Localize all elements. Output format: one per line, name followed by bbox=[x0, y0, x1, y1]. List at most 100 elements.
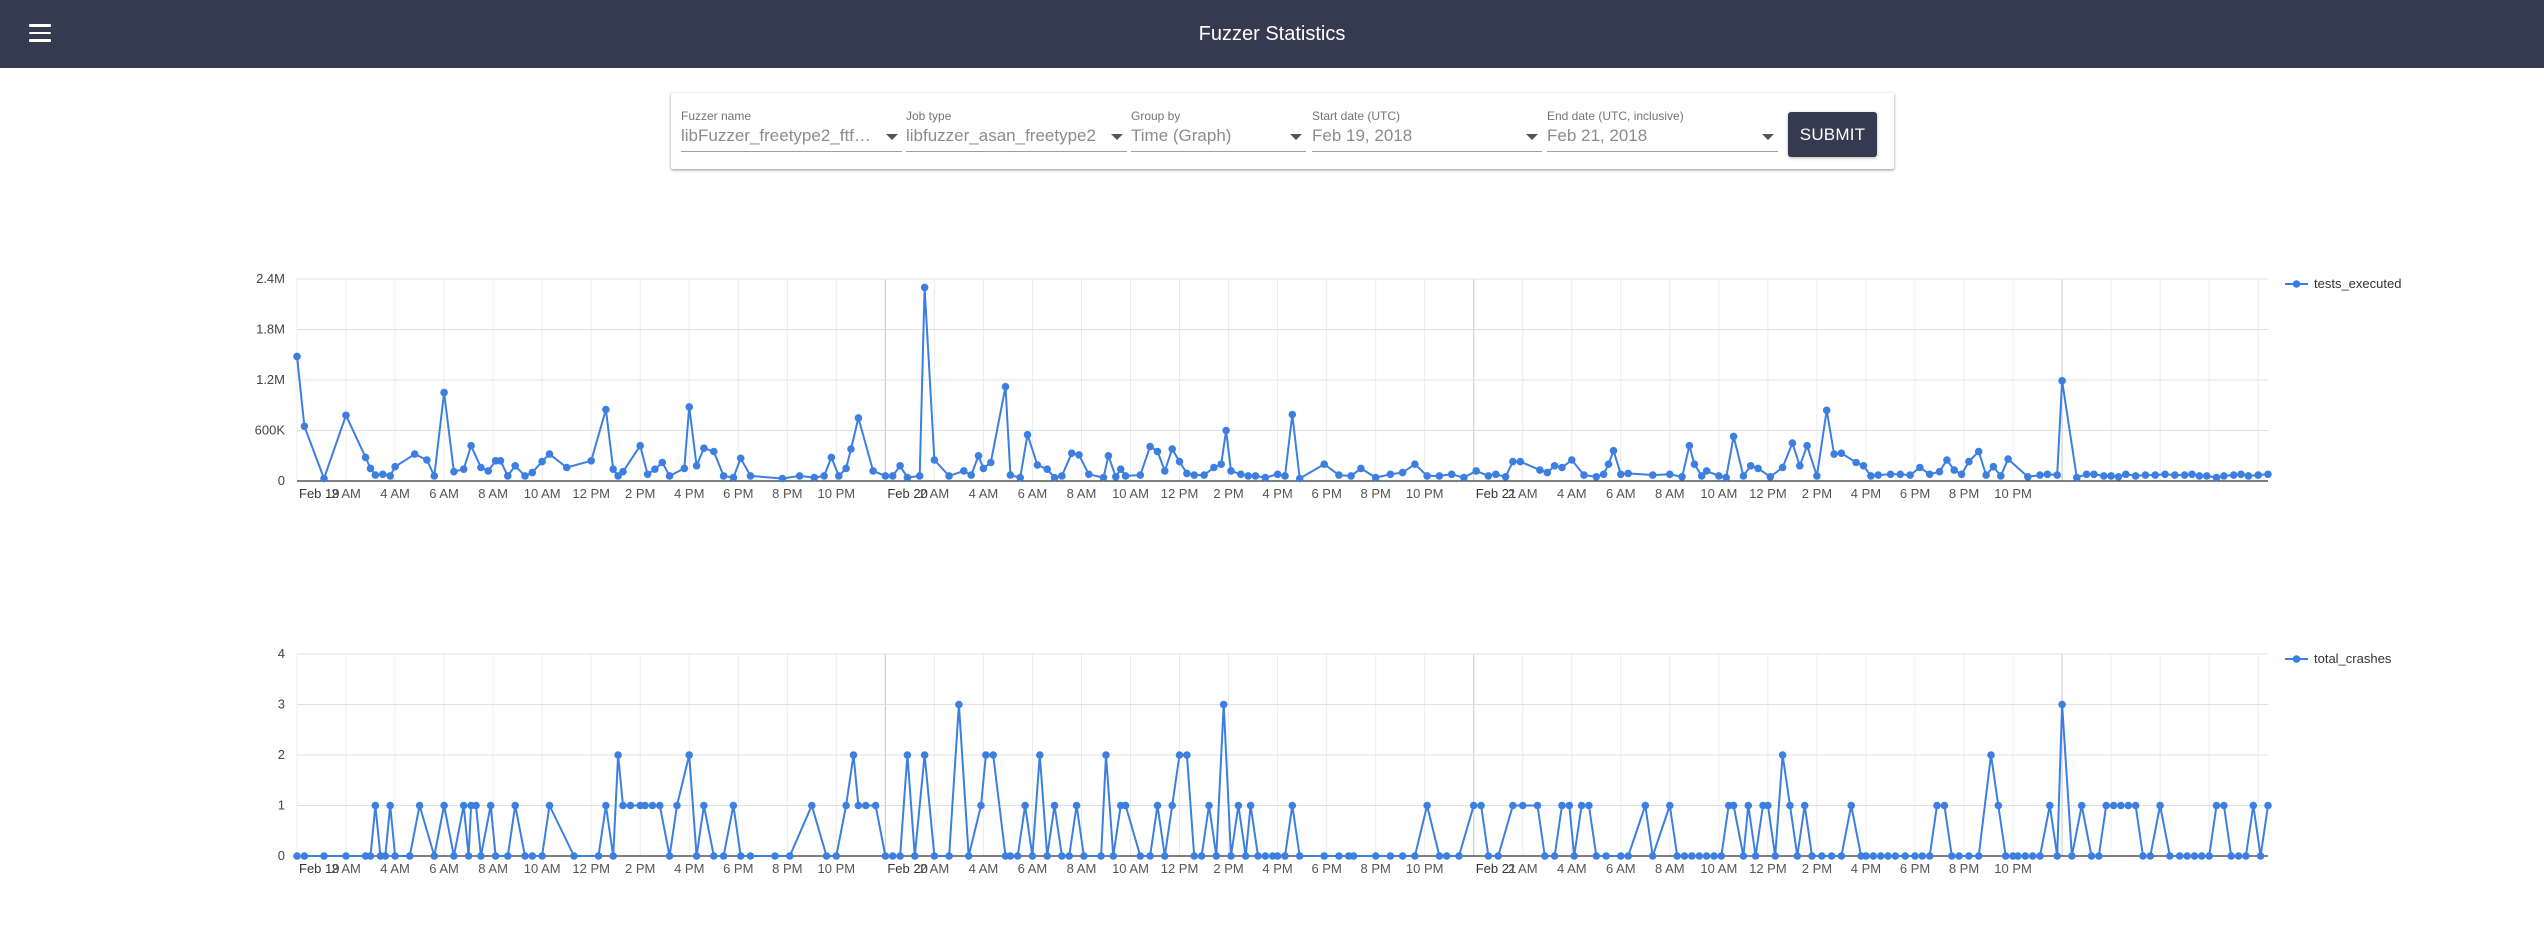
data-point[interactable] bbox=[636, 441, 644, 450]
data-point[interactable] bbox=[1102, 751, 1110, 759]
data-point[interactable] bbox=[869, 467, 877, 475]
data-point[interactable] bbox=[1136, 852, 1145, 860]
data-point[interactable] bbox=[930, 852, 939, 860]
data-point[interactable] bbox=[2242, 852, 2250, 860]
data-point[interactable] bbox=[1896, 470, 1905, 479]
data-point[interactable] bbox=[685, 403, 693, 411]
data-point[interactable] bbox=[1592, 852, 1601, 860]
data-point[interactable] bbox=[1146, 442, 1154, 451]
data-point[interactable] bbox=[528, 852, 537, 860]
data-point[interactable] bbox=[982, 751, 990, 759]
data-point[interactable] bbox=[871, 801, 880, 810]
data-point[interactable] bbox=[1013, 852, 1022, 860]
data-point[interactable] bbox=[1065, 852, 1073, 860]
data-point[interactable] bbox=[2043, 470, 2052, 479]
data-point[interactable] bbox=[2264, 801, 2272, 810]
data-point[interactable] bbox=[1813, 472, 1821, 480]
data-point[interactable] bbox=[406, 852, 414, 860]
data-point[interactable] bbox=[673, 801, 681, 810]
data-point[interactable] bbox=[1943, 456, 1951, 464]
data-point[interactable] bbox=[1965, 457, 1973, 466]
data-point[interactable] bbox=[1261, 852, 1270, 860]
data-point[interactable] bbox=[2090, 470, 2098, 479]
data-point[interactable] bbox=[960, 467, 968, 475]
data-point[interactable] bbox=[379, 470, 387, 479]
data-point[interactable] bbox=[2053, 471, 2061, 479]
data-point[interactable] bbox=[692, 852, 701, 860]
data-point[interactable] bbox=[410, 450, 419, 458]
data-point[interactable] bbox=[896, 462, 904, 470]
data-point[interactable] bbox=[1043, 465, 1051, 473]
end-date-select[interactable]: End date (UTC, inclusive) Feb 21, 2018 bbox=[1547, 109, 1778, 152]
data-point[interactable] bbox=[1085, 470, 1093, 479]
data-point[interactable] bbox=[1808, 852, 1816, 860]
data-point[interactable] bbox=[626, 801, 635, 810]
data-point[interactable] bbox=[1617, 852, 1625, 860]
data-point[interactable] bbox=[1251, 472, 1260, 480]
data-point[interactable] bbox=[849, 751, 858, 759]
data-point[interactable] bbox=[1739, 852, 1748, 860]
data-point[interactable] bbox=[371, 471, 380, 479]
data-point[interactable] bbox=[1680, 852, 1689, 860]
data-point[interactable] bbox=[903, 751, 912, 759]
data-point[interactable] bbox=[2053, 852, 2061, 860]
data-point[interactable] bbox=[1501, 473, 1510, 481]
data-point[interactable] bbox=[719, 852, 728, 860]
data-point[interactable] bbox=[1200, 471, 1208, 479]
data-point[interactable] bbox=[1121, 472, 1130, 480]
data-point[interactable] bbox=[511, 462, 519, 470]
data-point[interactable] bbox=[1852, 458, 1860, 467]
data-point[interactable] bbox=[2212, 473, 2221, 482]
data-point[interactable] bbox=[1950, 466, 1958, 474]
data-point[interactable] bbox=[1058, 852, 1066, 860]
data-point[interactable] bbox=[1058, 472, 1066, 480]
data-point[interactable] bbox=[491, 852, 500, 860]
data-point[interactable] bbox=[700, 444, 708, 452]
data-point[interactable] bbox=[1067, 449, 1076, 457]
data-point[interactable] bbox=[1033, 461, 1042, 469]
data-point[interactable] bbox=[915, 472, 924, 480]
data-point[interactable] bbox=[1982, 471, 1990, 479]
data-point[interactable] bbox=[293, 352, 301, 361]
data-point[interactable] bbox=[2146, 852, 2155, 860]
data-point[interactable] bbox=[2107, 472, 2115, 480]
data-point[interactable] bbox=[1217, 460, 1225, 468]
data-point[interactable] bbox=[1827, 852, 1836, 860]
data-point[interactable] bbox=[955, 700, 963, 709]
data-point[interactable] bbox=[2036, 471, 2044, 479]
data-point[interactable] bbox=[1702, 467, 1711, 475]
data-point[interactable] bbox=[911, 852, 919, 860]
data-point[interactable] bbox=[1398, 852, 1407, 860]
data-point[interactable] bbox=[2109, 801, 2118, 810]
data-point[interactable] bbox=[1739, 472, 1748, 480]
data-point[interactable] bbox=[1227, 467, 1235, 475]
data-point[interactable] bbox=[1935, 467, 1944, 476]
data-point[interactable] bbox=[1869, 852, 1878, 860]
data-point[interactable] bbox=[1933, 801, 1941, 810]
data-point[interactable] bbox=[477, 463, 485, 472]
data-point[interactable] bbox=[1161, 852, 1169, 860]
data-point[interactable] bbox=[1442, 852, 1451, 860]
data-point[interactable] bbox=[2095, 852, 2103, 860]
data-point[interactable] bbox=[1550, 462, 1559, 470]
data-point[interactable] bbox=[888, 852, 897, 860]
data-point[interactable] bbox=[1793, 852, 1802, 860]
data-point[interactable] bbox=[467, 441, 475, 450]
data-point[interactable] bbox=[1273, 852, 1282, 860]
data-point[interactable] bbox=[835, 472, 843, 480]
data-point[interactable] bbox=[1778, 751, 1787, 759]
data-point[interactable] bbox=[538, 852, 546, 860]
data-point[interactable] bbox=[415, 801, 424, 810]
data-point[interactable] bbox=[521, 472, 529, 480]
data-point[interactable] bbox=[1075, 451, 1083, 459]
data-point[interactable] bbox=[2001, 852, 2010, 860]
data-point[interactable] bbox=[786, 852, 794, 860]
data-point[interactable] bbox=[1702, 852, 1711, 860]
data-point[interactable] bbox=[2220, 801, 2228, 810]
data-point[interactable] bbox=[342, 411, 350, 420]
data-point[interactable] bbox=[342, 852, 350, 860]
data-point[interactable] bbox=[1717, 852, 1726, 860]
data-point[interactable] bbox=[881, 852, 890, 860]
data-point[interactable] bbox=[641, 801, 649, 810]
data-point[interactable] bbox=[614, 751, 622, 759]
